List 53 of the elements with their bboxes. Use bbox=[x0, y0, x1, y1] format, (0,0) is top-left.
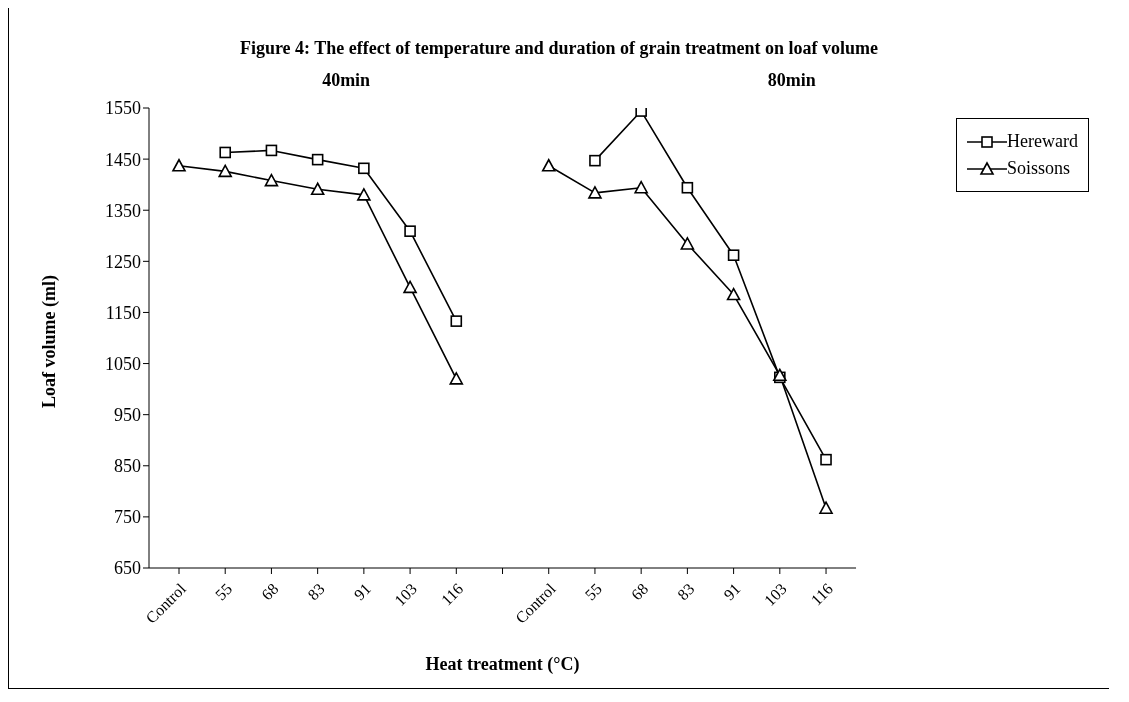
legend-label: Hereward bbox=[1007, 131, 1078, 152]
x-tick-label: 55 bbox=[211, 580, 236, 604]
y-tick-label: 1350 bbox=[105, 200, 141, 221]
text: 40min bbox=[322, 70, 371, 90]
x-tick-label: 116 bbox=[437, 580, 467, 609]
point bbox=[172, 158, 186, 172]
y-tick-label: 1250 bbox=[105, 251, 141, 272]
point bbox=[681, 181, 694, 194]
y-tick-label: 950 bbox=[114, 405, 141, 426]
point bbox=[357, 188, 371, 201]
point bbox=[450, 315, 463, 327]
point bbox=[727, 249, 740, 261]
x-tick-label: 68 bbox=[627, 580, 652, 604]
y-tick-label: 650 bbox=[114, 558, 141, 579]
legend-label: Soissons bbox=[1007, 158, 1071, 179]
y-tick-label: 1550 bbox=[105, 98, 141, 119]
point bbox=[820, 453, 832, 466]
point bbox=[404, 225, 416, 237]
point bbox=[449, 372, 464, 385]
x-tick-label: 91 bbox=[350, 580, 374, 604]
point bbox=[819, 501, 833, 514]
x-tick-label: 68 bbox=[258, 580, 282, 604]
point bbox=[265, 144, 278, 157]
point bbox=[403, 280, 417, 294]
y-tick-label: 850 bbox=[114, 456, 141, 477]
point bbox=[310, 182, 325, 196]
point bbox=[726, 287, 741, 301]
point bbox=[218, 164, 233, 178]
x-tick-label: 91 bbox=[720, 580, 744, 604]
point bbox=[264, 173, 279, 187]
point bbox=[635, 108, 647, 117]
y-tick-label: 1150 bbox=[105, 302, 141, 323]
point bbox=[358, 162, 370, 175]
chart-title: Figure 4: The effect of temperature and duration of grain treatment on loaf volume bbox=[238, 38, 880, 59]
point bbox=[588, 186, 602, 199]
y-tick-label: 1050 bbox=[105, 353, 141, 374]
point bbox=[311, 153, 324, 166]
y-tick-label: 1450 bbox=[105, 149, 141, 170]
y-axis-title: Loaf volume (ml) bbox=[39, 275, 61, 408]
x-tick-label: 116 bbox=[807, 580, 837, 609]
x-tick-label: 103 bbox=[760, 580, 790, 610]
point bbox=[541, 158, 556, 172]
x-tick-label: 83 bbox=[674, 580, 698, 604]
x-tick-label: 103 bbox=[391, 580, 421, 610]
text: 80min bbox=[767, 70, 816, 90]
point bbox=[589, 154, 601, 167]
point bbox=[219, 146, 232, 159]
x-tick-label: 55 bbox=[581, 580, 605, 604]
x-tick-label: 83 bbox=[304, 580, 328, 604]
point bbox=[680, 237, 695, 250]
y-tick-label: 750 bbox=[114, 507, 141, 528]
point bbox=[634, 180, 648, 194]
x-axis-title: Heat treatment (°C) bbox=[425, 654, 580, 675]
